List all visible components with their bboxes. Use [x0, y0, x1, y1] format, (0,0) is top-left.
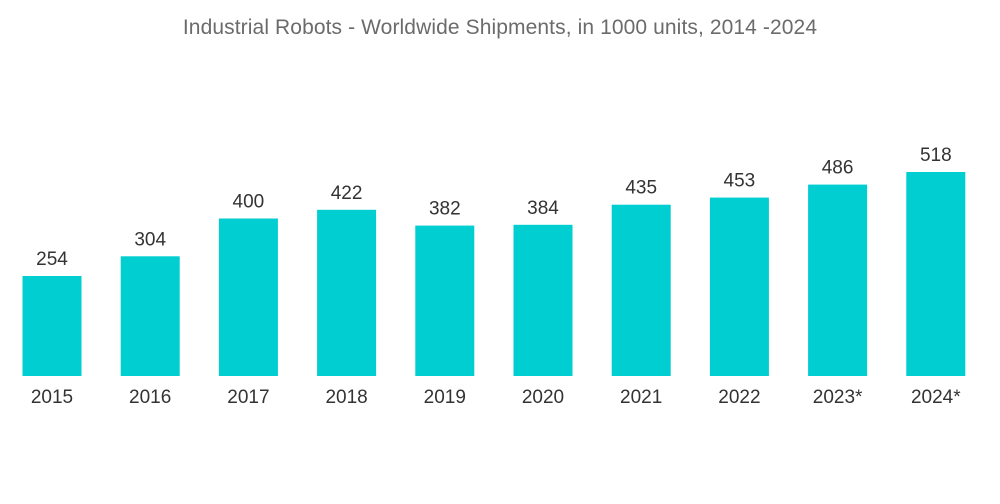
chart-title: Industrial Robots - Worldwide Shipments,…: [182, 16, 818, 39]
bar-2020: [513, 224, 573, 376]
bar-2022: [709, 197, 769, 376]
bars-layer: [22, 172, 966, 376]
value-label-2023-est: 486: [822, 158, 854, 179]
bar-2019: [415, 225, 475, 376]
x-tick-label-2016: 2016: [129, 387, 171, 408]
x-tick-label-2020: 2020: [522, 387, 564, 408]
x-tick-label-2018: 2018: [325, 387, 367, 408]
bar-2015: [22, 276, 82, 376]
bar-2021: [611, 204, 671, 376]
bar-2016: [120, 256, 180, 376]
x-tick-label-2022: 2022: [718, 387, 760, 408]
value-label-2021: 435: [625, 178, 657, 199]
value-label-2022: 453: [724, 171, 756, 192]
value-label-2024-est: 518: [920, 145, 952, 166]
value-labels-layer: 254 304 400 422 382 384 435 453 486 518: [36, 145, 952, 270]
x-tick-label-2015: 2015: [31, 387, 73, 408]
bar-2018: [317, 209, 377, 376]
x-tick-label-2023-est: 2023*: [813, 387, 863, 408]
bar-2017: [218, 218, 278, 376]
bar-2023-est: [808, 184, 868, 376]
x-axis-tick-labels: 2015 2016 2017 2018 2019 2020 2021 2022 2023* 202…: [31, 387, 961, 408]
x-tick-label-2019: 2019: [424, 387, 466, 408]
x-tick-label-2024-est: 2024*: [911, 387, 961, 408]
value-label-2016: 304: [134, 229, 166, 250]
value-label-2020: 384: [527, 198, 559, 219]
bar-2024-est: [906, 172, 966, 376]
value-label-2015: 254: [36, 249, 68, 270]
x-tick-label-2021: 2021: [620, 387, 662, 408]
value-label-2017: 400: [233, 192, 265, 213]
x-tick-label-2017: 2017: [227, 387, 269, 408]
value-label-2018: 422: [331, 183, 363, 204]
value-label-2019: 382: [429, 199, 461, 220]
